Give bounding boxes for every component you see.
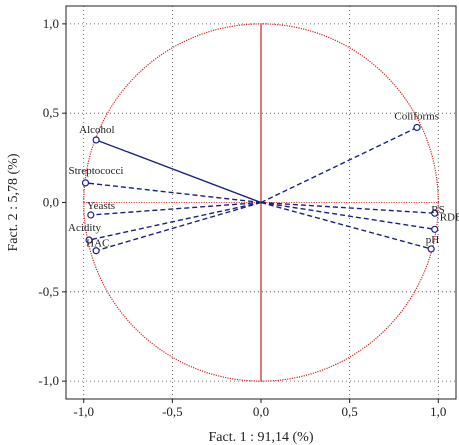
y-tick-label-4: 1,0 [43,16,59,31]
unit-circle [83,23,439,382]
point-yeasts [87,211,95,219]
vector-acidity [88,201,262,241]
vector-rde [260,201,435,230]
vector-hac [95,201,262,252]
label-ph: pH [426,234,440,246]
point-rs [431,209,439,217]
point-hac [92,247,100,255]
y-tick-label-2: 0,0 [43,195,59,210]
label-rs: RS [431,204,444,216]
vector-rs [260,201,435,214]
unit-circle-group [83,23,439,382]
label-yeasts: Yeasts [87,200,115,212]
vector-streptococci [85,182,262,204]
x-tick-label-0: -1,0 [73,404,94,419]
vector-ph [260,201,432,250]
label-acidity: Acidity [68,222,101,234]
label-coliforms: Coliforms [394,110,439,122]
y-tick-label-0: -1,0 [38,373,59,388]
y-axis-ticks: -1,0 -0,5 0,0 0,5 1,0 [38,16,66,388]
x-tick-label-2: 0,0 [253,404,269,419]
label-alcohol: Alcohol [79,124,114,136]
label-streptococci: Streptococci [69,165,124,177]
y-tick-label-3: 0,5 [43,105,59,120]
label-rde: RDE [440,211,459,223]
variable-points [81,123,439,255]
x-tick-label-1: -0,5 [162,404,183,419]
label-hac: HAC [86,238,109,250]
vector-yeasts [90,201,262,216]
vector-coliforms [260,126,418,204]
point-streptococci [81,179,90,187]
variable-labels: Alcohol Streptococci Yeasts Acidity HAC Colif… [68,110,459,249]
point-rde [431,225,439,233]
point-alcohol [92,136,100,144]
vector-alcohol [95,139,262,204]
point-acidity [85,236,93,244]
x-tick-label-3: 0,5 [342,404,358,419]
x-axis-ticks: -1,0 -0,5 0,0 0,5 1,0 [73,399,446,419]
x-tick-label-4: 1,0 [430,404,446,419]
y-tick-label-1: -0,5 [38,284,59,299]
point-coliforms [413,123,421,132]
variable-vectors [85,126,435,252]
y-axis-title: Fact. 2 : 5,78 (%) [6,153,21,251]
x-axis-title: Fact. 1 : 91,14 (%) [209,430,314,445]
point-ph [427,245,435,253]
